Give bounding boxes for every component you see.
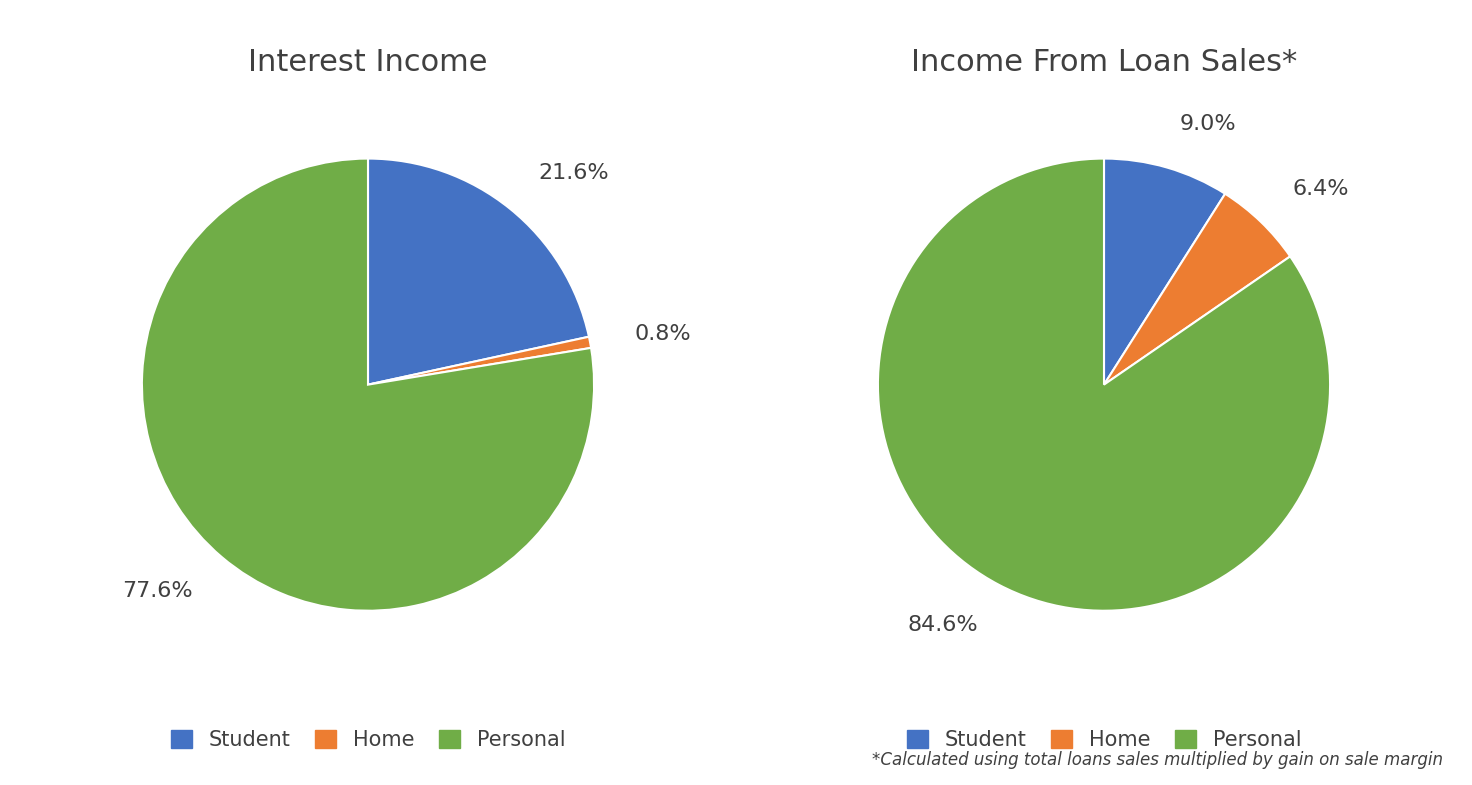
- Wedge shape: [368, 159, 589, 385]
- Text: 6.4%: 6.4%: [1292, 179, 1348, 199]
- Text: 9.0%: 9.0%: [1179, 114, 1236, 134]
- Text: 0.8%: 0.8%: [634, 324, 692, 344]
- Wedge shape: [1104, 159, 1225, 385]
- Text: 77.6%: 77.6%: [122, 582, 193, 601]
- Wedge shape: [141, 159, 595, 611]
- Text: 21.6%: 21.6%: [539, 163, 609, 184]
- Wedge shape: [368, 337, 592, 385]
- Text: *Calculated using total loans sales multiplied by gain on sale margin: *Calculated using total loans sales mult…: [871, 751, 1443, 769]
- Wedge shape: [877, 159, 1331, 611]
- Title: Interest Income: Interest Income: [249, 49, 487, 78]
- Text: 84.6%: 84.6%: [907, 615, 977, 635]
- Title: Income From Loan Sales*: Income From Loan Sales*: [911, 49, 1297, 78]
- Legend: Student, Home, Personal: Student, Home, Personal: [162, 721, 574, 758]
- Wedge shape: [1104, 194, 1289, 385]
- Legend: Student, Home, Personal: Student, Home, Personal: [898, 721, 1310, 758]
